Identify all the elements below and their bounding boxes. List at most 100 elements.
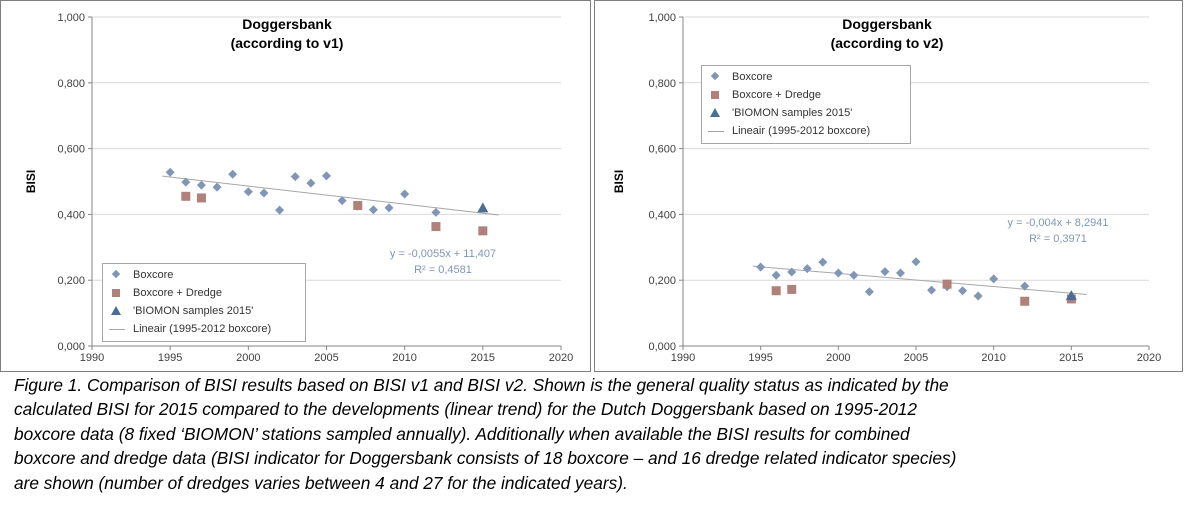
x-tick-label: 2010	[392, 352, 416, 364]
caption-line: boxcore and dredge data (BISI indicator …	[14, 448, 957, 469]
boxcore-point	[880, 267, 890, 277]
y-tick-label: 0,800	[648, 78, 676, 90]
caption-line: Figure 1. Comparison of BISI results bas…	[14, 375, 949, 395]
boxcore-dredge-point	[942, 279, 952, 289]
boxcore-point	[368, 205, 378, 215]
y-tick-label: 0,600	[57, 144, 85, 156]
trend-equation-v2: y = -0,004x + 8,2941 R² = 0,3971	[983, 215, 1133, 247]
chart-plot-v2: 0,000 0,200 0,400 0,600 0,800 1,000 1990 1995 20…	[612, 12, 1161, 364]
legend-item-boxcore: Boxcore	[109, 266, 299, 284]
diamond-marker-icon	[109, 269, 125, 281]
boxcore-point	[756, 262, 766, 272]
boxcore-point	[787, 267, 797, 277]
x-tick-label: 1990	[671, 352, 695, 364]
caption-line: boxcore data (8 fixed ‘BIOMON’ stations …	[14, 423, 910, 444]
chart-title-line-2: (according to v1)	[230, 35, 344, 51]
chart-title-line-1: Doggersbank	[242, 16, 332, 32]
boxcore-point	[849, 270, 859, 280]
boxcore-point	[384, 203, 394, 213]
diamond-marker-icon	[708, 71, 724, 83]
figure-caption: Figure 1. Comparison of BISI results bas…	[14, 373, 1174, 495]
legend-item-boxcore: Boxcore	[708, 68, 904, 86]
boxcore-dredge-point	[787, 284, 797, 294]
boxcore-point	[228, 169, 238, 179]
boxcore-point	[958, 286, 968, 296]
legend-label: Boxcore	[133, 269, 174, 281]
triangle-marker-icon	[708, 107, 724, 119]
boxcore-dredge-point	[431, 222, 441, 232]
boxcore-point	[895, 268, 905, 278]
boxcore-point	[431, 207, 441, 217]
boxcore-point	[243, 187, 253, 197]
y-axis-label: BISI	[24, 170, 38, 193]
y-tick-label: 0,200	[648, 275, 676, 287]
legend-item-trendline: Lineair (1995-2012 boxcore)	[708, 122, 904, 140]
x-tick-label: 2000	[826, 352, 850, 364]
biomon-point	[1065, 290, 1077, 301]
y-tick-label: 0,000	[648, 341, 676, 353]
legend-label: Lineair (1995-2012 boxcore)	[732, 125, 871, 137]
trend-equation-text: y = -0,0055x + 11,407	[389, 248, 497, 260]
x-tick-label: 1995	[158, 352, 182, 364]
legend-item-boxcore-dredge: Boxcore + Dredge	[109, 284, 299, 302]
chart-panel-v1: 0,000 0,200 0,400 0,600 0,800 1,000 1990 1995 20…	[0, 0, 591, 372]
legend-label: 'BIOMON samples 2015'	[133, 305, 254, 317]
biomon-point	[477, 202, 489, 213]
x-tick-label: 1990	[80, 352, 104, 364]
boxcore-point	[306, 178, 316, 188]
boxcore-dredge-point	[1020, 296, 1030, 306]
boxcore-dredge-point	[478, 226, 488, 236]
boxcore-point	[165, 167, 175, 177]
trendline-icon	[109, 323, 125, 335]
boxcore-point	[802, 264, 812, 274]
trend-equation-text: y = -0,004x + 8,2941	[1007, 217, 1109, 229]
chart-title-line-1: Doggersbank	[842, 16, 932, 32]
chart-title-line-2: (according to v2)	[830, 35, 944, 51]
trend-equation-v1: y = -0,0055x + 11,407 R² = 0,4581	[368, 246, 518, 278]
boxcore-dredge-point	[771, 286, 781, 296]
legend-label: Boxcore + Dredge	[732, 89, 821, 101]
boxcore-point	[337, 196, 347, 206]
legend-item-biomon: 'BIOMON samples 2015'	[109, 302, 299, 320]
boxcore-point	[290, 172, 300, 182]
r-squared-text: R² = 0,3971	[1029, 233, 1087, 245]
boxcore-point	[989, 274, 999, 284]
x-tick-label: 2015	[1059, 352, 1083, 364]
boxcore-point	[196, 180, 206, 190]
boxcore-point	[818, 257, 828, 267]
boxcore-point	[927, 285, 937, 295]
chart-title-v2: Doggersbank (according to v2)	[777, 15, 997, 53]
y-tick-label: 0,600	[648, 144, 676, 156]
boxcore-point	[833, 268, 843, 278]
boxcore-point	[259, 188, 269, 198]
boxcore-dredge-point	[353, 201, 363, 211]
boxcore-point	[181, 177, 191, 187]
x-tick-label: 2020	[549, 352, 573, 364]
boxcore-point	[911, 257, 921, 267]
chart-plot-v1: 0,000 0,200 0,400 0,600 0,800 1,000 1990 1995 20…	[24, 12, 573, 364]
boxcore-point	[322, 171, 331, 181]
boxcore-dredge-point	[181, 191, 191, 201]
boxcore-point	[275, 205, 285, 215]
y-tick-label: 0,200	[57, 275, 85, 287]
x-tick-label: 2005	[314, 352, 338, 364]
x-tick-label: 2015	[471, 352, 495, 364]
boxcore-point	[973, 291, 983, 301]
trendline-icon	[708, 125, 724, 137]
triangle-marker-icon	[109, 305, 125, 317]
boxcore-point	[400, 189, 410, 199]
square-marker-icon	[708, 89, 724, 101]
boxcore-point	[212, 182, 222, 192]
chart-title-v1: Doggersbank (according to v1)	[177, 15, 397, 53]
legend-v2: Boxcore Boxcore + Dredge 'BIOMON samples…	[701, 65, 911, 144]
x-tick-label: 2000	[236, 352, 260, 364]
chart-panel-v2: 0,000 0,200 0,400 0,600 0,800 1,000 1990 1995 20…	[594, 0, 1183, 372]
boxcore-point	[864, 287, 874, 297]
legend-item-biomon: 'BIOMON samples 2015'	[708, 104, 904, 122]
legend-label: Lineair (1995-2012 boxcore)	[133, 323, 272, 335]
boxcore-point	[1020, 281, 1030, 291]
legend-v1: Boxcore Boxcore + Dredge 'BIOMON samples…	[102, 263, 306, 342]
caption-line: calculated BISI for 2015 compared to the…	[14, 399, 918, 420]
x-tick-label: 1995	[748, 352, 772, 364]
legend-item-trendline: Lineair (1995-2012 boxcore)	[109, 320, 299, 338]
